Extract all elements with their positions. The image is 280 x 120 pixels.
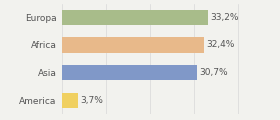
Bar — [62, 37, 204, 53]
Bar — [62, 10, 208, 25]
Bar — [62, 93, 78, 108]
Text: 33,2%: 33,2% — [210, 13, 238, 22]
Bar — [62, 65, 197, 80]
Text: 30,7%: 30,7% — [199, 68, 228, 77]
Text: 32,4%: 32,4% — [206, 41, 235, 49]
Text: 3,7%: 3,7% — [80, 96, 103, 105]
